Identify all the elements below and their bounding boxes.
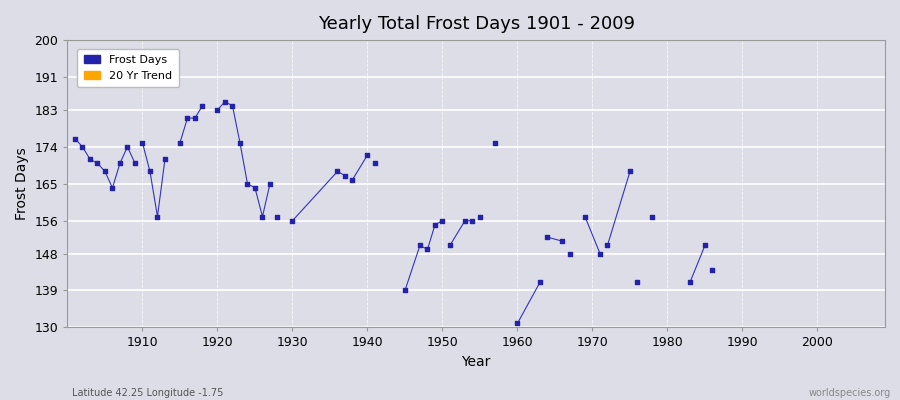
Point [143,168,157,175]
Point [98,168,112,175]
Point [195,102,210,109]
Point [698,242,712,248]
Point [600,242,615,248]
Point [338,172,352,179]
Legend: Frost Days, 20 Yr Trend: Frost Days, 20 Yr Trend [77,48,179,88]
X-axis label: Year: Year [462,355,490,369]
Point [225,102,239,109]
Point [630,279,644,286]
Point [270,213,284,220]
Point [458,218,473,224]
Point [510,320,525,326]
Point [540,234,554,240]
Point [83,156,97,162]
Point [623,168,637,175]
Point [233,140,248,146]
Title: Yearly Total Frost Days 1901 - 2009: Yearly Total Frost Days 1901 - 2009 [318,15,634,33]
Point [436,218,450,224]
Point [105,185,120,191]
Point [150,213,165,220]
Point [90,160,104,166]
Point [218,98,232,105]
Text: worldspecies.org: worldspecies.org [809,388,891,398]
Point [368,160,382,166]
Point [683,279,698,286]
Point [578,213,592,220]
Point [488,140,502,146]
Point [443,242,457,248]
Point [128,160,142,166]
Point [428,222,442,228]
Point [562,250,577,257]
Point [263,180,277,187]
Point [593,250,608,257]
Point [256,213,270,220]
Point [76,144,90,150]
Point [248,185,262,191]
Point [180,115,194,121]
Point [112,160,127,166]
Point [533,279,547,286]
Text: Latitude 42.25 Longitude -1.75: Latitude 42.25 Longitude -1.75 [72,388,223,398]
Point [706,267,720,273]
Point [555,238,570,244]
Point [465,218,480,224]
Point [188,115,202,121]
Point [285,218,300,224]
Point [346,176,360,183]
Point [68,136,82,142]
Point [158,156,172,162]
Point [240,180,255,187]
Y-axis label: Frost Days: Frost Days [15,147,29,220]
Point [135,140,149,146]
Point [398,287,412,294]
Point [121,144,135,150]
Point [645,213,660,220]
Point [360,152,374,158]
Point [472,213,487,220]
Point [211,107,225,113]
Point [413,242,428,248]
Point [173,140,187,146]
Point [420,246,435,253]
Point [330,168,345,175]
